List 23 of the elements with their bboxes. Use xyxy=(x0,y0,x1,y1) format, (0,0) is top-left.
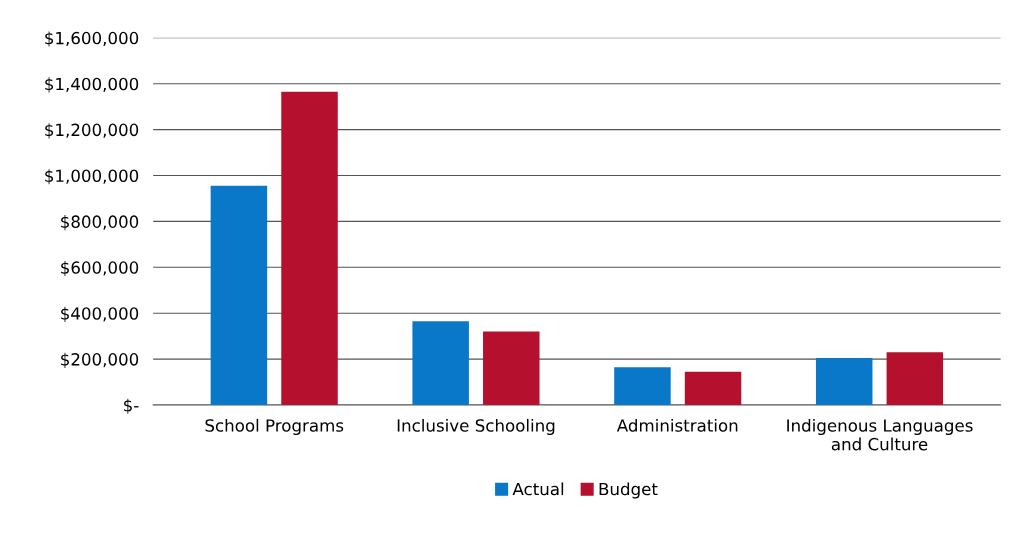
y-tick-label: $1,600,000 xyxy=(45,31,139,47)
x-tick-label: School Programs xyxy=(205,418,344,436)
y-tick-label: $1,000,000 xyxy=(45,169,139,185)
bar xyxy=(614,367,671,405)
y-tick-label: $400,000 xyxy=(61,306,139,322)
bar xyxy=(412,321,469,405)
x-tick-label: Inclusive Schooling xyxy=(397,418,555,436)
bar xyxy=(815,357,873,405)
y-tick-label: $1,200,000 xyxy=(45,123,139,139)
bar xyxy=(210,185,268,405)
legend-label: Actual xyxy=(512,482,564,496)
legend-label: Budget xyxy=(599,482,658,499)
y-tick-label: $1,400,000 xyxy=(45,77,139,93)
y-tick-label: $600,000 xyxy=(61,260,139,277)
bar xyxy=(886,352,944,405)
bar xyxy=(281,91,338,405)
bar xyxy=(684,371,742,405)
y-tick-label: $800,000 xyxy=(61,215,139,231)
bar xyxy=(483,331,540,405)
x-tick-label: Indigenous Languages and Culture xyxy=(787,418,973,451)
x-tick-label: Administration xyxy=(616,418,738,432)
y-tick-label: $200,000 xyxy=(61,352,139,368)
y-tick-label: $- xyxy=(124,398,139,414)
